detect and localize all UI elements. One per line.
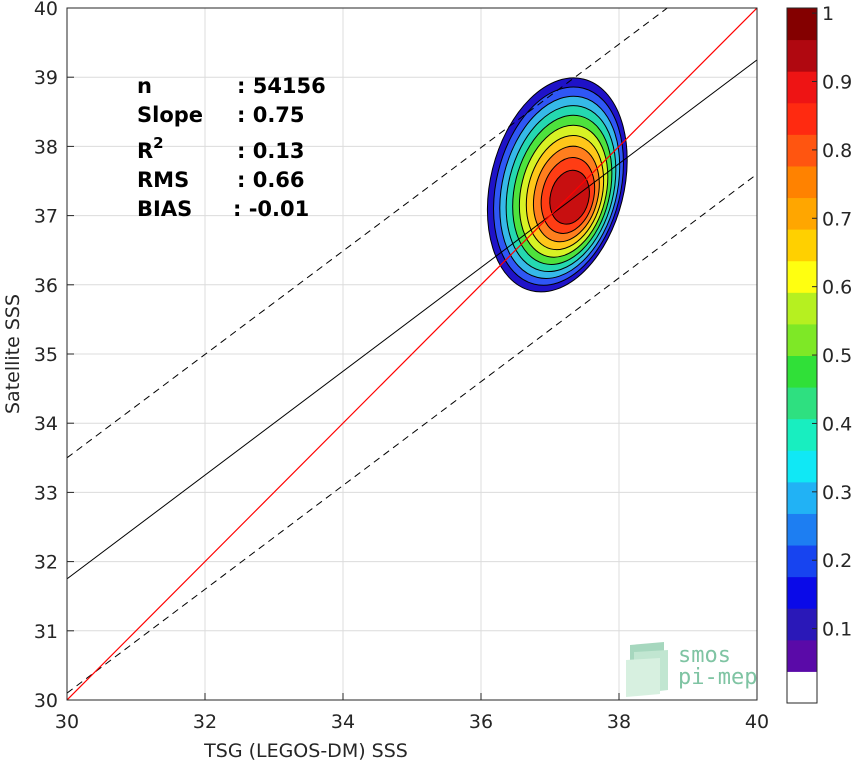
colorbar-segment (787, 545, 817, 578)
y-axis-ticks: 30 31 32 33 34 35 36 37 38 39 40 (34, 0, 74, 712)
colorbar-tick-label: 0.7 (822, 208, 852, 230)
stat-label-text: Slope (137, 103, 203, 127)
x-tick-label: 32 (193, 711, 217, 733)
smos-pimep-watermark: smos pi-mep (626, 642, 757, 697)
x-tick-label: 40 (745, 711, 769, 733)
stat-label: Slope (137, 103, 203, 127)
contour-level-10 (549, 169, 590, 225)
colorbar-segment (787, 418, 817, 451)
stat-value: : 54156 (237, 74, 326, 98)
y-tick-label: 36 (34, 275, 58, 297)
y-tick-label: 38 (34, 136, 58, 158)
y-tick-label: 40 (34, 0, 58, 20)
regression-lines (67, 8, 757, 700)
stat-value: : 0.75 (237, 103, 305, 127)
colorbar-tick-label: 0.8 (822, 140, 852, 162)
colorbar-tick-label: 0.5 (822, 345, 852, 367)
y-tick-label: 34 (34, 413, 58, 435)
colorbar-segment (787, 229, 817, 262)
colorbar-segment (787, 71, 817, 104)
watermark-logo-icon (626, 642, 668, 697)
colorbar-tick-label: 0.3 (822, 482, 852, 504)
y-axis-label: Satellite SSS (2, 294, 24, 414)
stat-label-text: RMS (137, 168, 189, 192)
y-tick-label: 33 (34, 482, 58, 504)
stat-label-text: n (137, 74, 152, 98)
colorbar-segment (787, 387, 817, 420)
y-tick-label: 37 (34, 206, 58, 228)
colorbar-tick-label: 0.6 (822, 277, 852, 299)
colorbar: 0.1 0.2 0.3 0.4 0.5 0.6 0.7 0.8 0.9 1 (786, 3, 852, 704)
watermark-line2: pi-mep (678, 665, 757, 690)
stat-value: : 0.13 (237, 139, 305, 163)
stat-value: : -0.01 (233, 197, 309, 221)
stat-label: RMS (137, 168, 189, 192)
colorbar-segment (787, 576, 817, 609)
colorbar-segment (787, 608, 817, 641)
colorbar-segment (787, 481, 817, 514)
colorbar-segment (787, 39, 817, 72)
colorbar-tick-label: 0.9 (822, 72, 852, 94)
grid-lines (66, 7, 758, 701)
x-tick-label: 38 (607, 711, 631, 733)
colorbar-segment (787, 513, 817, 546)
colorbar-segment (787, 450, 817, 483)
colorbar-segment (787, 197, 817, 230)
colorbar-tick-label: 0.2 (822, 550, 852, 572)
colorbar-segment (787, 102, 817, 135)
colorbar-segment (787, 671, 817, 703)
fit-line (67, 59, 757, 580)
stat-label-text: BIAS (137, 197, 192, 221)
identity-line (67, 8, 757, 700)
colorbar-segment (787, 260, 817, 293)
density-contours (486, 77, 628, 293)
y-tick-label: 32 (34, 552, 58, 574)
watermark-line1: smos (678, 643, 731, 668)
colorbar-segment (787, 323, 817, 356)
colorbar-segment (787, 355, 817, 388)
x-axis-ticks: 30 32 34 36 38 40 (55, 693, 769, 733)
x-tick-label: 34 (331, 711, 355, 733)
stat-label-text: R (137, 139, 153, 163)
stat-label: R2 (137, 134, 164, 163)
rms-dashed-line-1 (67, 8, 668, 459)
stat-label: n (137, 74, 152, 98)
colorbar-segment (787, 292, 817, 325)
stat-label: BIAS (137, 197, 192, 221)
y-tick-label: 35 (34, 344, 58, 366)
colorbar-segment (787, 165, 817, 199)
colorbar-segment (787, 639, 817, 672)
y-tick-label: 39 (34, 67, 58, 89)
colorbar-tick-label: 0.4 (822, 413, 852, 435)
y-tick-label: 31 (34, 621, 58, 643)
statistics-box: n : 54156 Slope : 0.75 R2 : 0.13 RMS : 0.66 BIAS… (137, 74, 326, 221)
colorbar-segment (787, 134, 817, 167)
x-axis-label: TSG (LEGOS-DM) SSS (203, 740, 408, 762)
colorbar-tick-label: 1 (822, 3, 834, 25)
stat-label-sup: 2 (153, 134, 163, 152)
x-tick-label: 30 (55, 711, 79, 733)
stat-value: : 0.66 (237, 168, 305, 192)
colorbar-tick-label: 0.1 (822, 619, 852, 641)
x-tick-label: 36 (469, 711, 493, 733)
y-tick-label: 30 (34, 690, 58, 712)
